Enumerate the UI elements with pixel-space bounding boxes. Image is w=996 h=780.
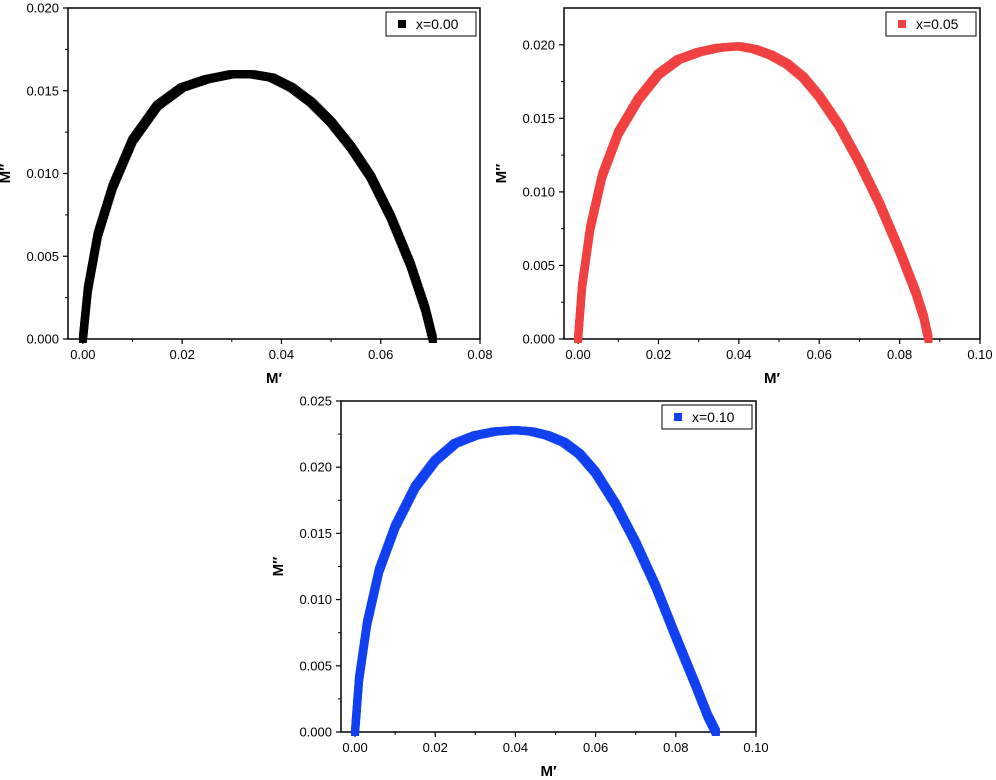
- legend-label: x=0.05: [916, 16, 959, 32]
- x-tick-label: 0.00: [342, 740, 367, 755]
- y-tick-label: 0.020: [522, 37, 555, 52]
- x-tick-label: 0.00: [70, 347, 95, 362]
- x-tick-label: 0.08: [887, 347, 912, 362]
- x-tick-label: 0.00: [565, 347, 590, 362]
- y-tick-label: 0.015: [299, 526, 332, 541]
- x-tick-label: 0.04: [726, 347, 751, 362]
- x-tick-label: 0.04: [503, 740, 528, 755]
- series-1: [574, 42, 933, 343]
- x-axis-label: M′: [764, 370, 780, 387]
- x-tick-label: 0.08: [663, 740, 688, 755]
- x-tick-label: 0.02: [170, 347, 195, 362]
- y-tick-label: 0.010: [522, 184, 555, 199]
- y-axis-label: M″: [493, 164, 510, 184]
- y-tick-label: 0.020: [299, 460, 332, 475]
- x-tick-label: 0.04: [269, 347, 294, 362]
- chart-3: 0.00 0.02 0.04 0.06 0.08 0.10 0.000 0.005 0.010 0…: [270, 394, 769, 780]
- x-tick-label: 0.06: [583, 740, 608, 755]
- data-point: [428, 335, 437, 343]
- x-tick-label: 0.02: [423, 740, 448, 755]
- x-tick-label: 0.06: [368, 347, 393, 362]
- y-tick-label: 0.015: [522, 111, 555, 126]
- chart-2: 0.00 0.02 0.04 0.06 0.08 0.10 0.000 0.005 0.010 0…: [493, 7, 993, 387]
- y-tick-label: 0.010: [26, 166, 59, 181]
- data-point: [924, 335, 933, 343]
- y-tick-label: 0.005: [299, 658, 332, 673]
- y-tick-label: 0.005: [522, 258, 555, 273]
- y-axis-label: M″: [270, 557, 287, 577]
- x-axis-label: M′: [540, 763, 556, 780]
- series-1: [351, 426, 720, 736]
- data-point: [711, 728, 720, 736]
- legend-marker: [398, 20, 406, 28]
- y-tick-label: 0.020: [26, 1, 59, 16]
- y-tick-label: 0.015: [26, 83, 59, 98]
- plot-frame: [563, 7, 981, 340]
- y-tick-label: 0.025: [299, 394, 332, 409]
- legend-marker: [898, 20, 906, 28]
- chart-1: 0.00 0.02 0.04 0.06 0.08 0.000 0.005 0.010 0.015…: [0, 1, 493, 388]
- y-tick-label: 0.000: [299, 725, 332, 740]
- y-tick-label: 0.010: [299, 592, 332, 607]
- x-tick-label: 0.10: [967, 347, 992, 362]
- y-tick-label: 0.000: [522, 332, 555, 347]
- x-tick-label: 0.02: [646, 347, 671, 362]
- y-axis-label: M″: [0, 164, 14, 184]
- x-tick-label: 0.06: [807, 347, 832, 362]
- y-tick-label: 0.000: [26, 332, 59, 347]
- legend-marker: [674, 413, 682, 421]
- y-tick-label: 0.005: [26, 249, 59, 264]
- series-1: [78, 70, 437, 343]
- legend-label: x=0.10: [692, 409, 735, 425]
- legend-label: x=0.00: [416, 16, 459, 32]
- x-tick-label: 0.10: [743, 740, 768, 755]
- x-tick-label: 0.08: [467, 347, 492, 362]
- x-axis-label: M′: [266, 370, 282, 387]
